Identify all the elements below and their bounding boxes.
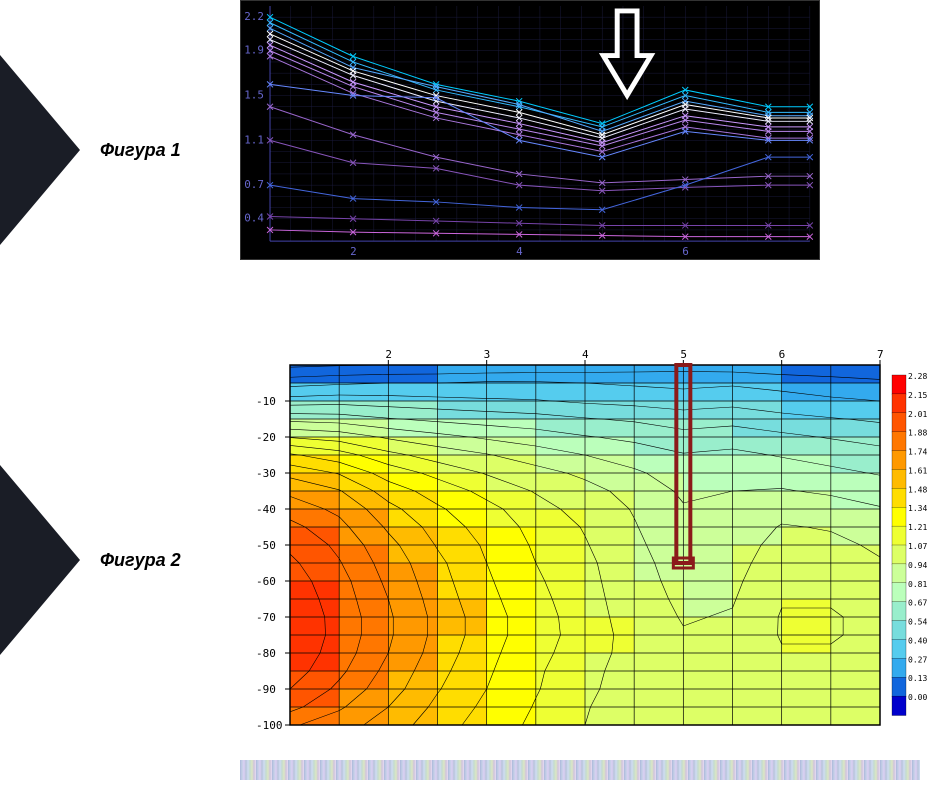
svg-text:0.27: 0.27	[908, 655, 927, 664]
svg-text:1.88: 1.88	[908, 429, 927, 438]
svg-text:2: 2	[350, 245, 357, 258]
svg-text:2.01: 2.01	[908, 410, 927, 419]
svg-text:-20: -20	[256, 431, 276, 444]
svg-text:5: 5	[680, 348, 687, 361]
svg-text:1.07: 1.07	[908, 542, 927, 551]
svg-text:-50: -50	[256, 539, 276, 552]
svg-text:1.9: 1.9	[244, 44, 264, 57]
svg-text:4: 4	[516, 245, 523, 258]
figure-1-svg: 2.2 1.9 1.5 1.1 0.7 0.4 2 4 6	[241, 1, 819, 259]
svg-text:0.13: 0.13	[908, 674, 927, 683]
svg-text:4: 4	[582, 348, 589, 361]
svg-text:-30: -30	[256, 467, 276, 480]
svg-text:2.28: 2.28	[908, 372, 927, 381]
svg-text:-100: -100	[256, 719, 283, 732]
svg-text:1.61: 1.61	[908, 466, 927, 475]
svg-text:1.5: 1.5	[244, 89, 264, 102]
svg-text:0.00: 0.00	[908, 693, 927, 702]
svg-text:1.21: 1.21	[908, 523, 927, 532]
svg-text:7: 7	[877, 348, 884, 361]
svg-text:1.1: 1.1	[244, 133, 264, 146]
pentagon-shape-2	[0, 465, 80, 655]
figure-2-chart: 2 3 4 5 6 7 -10 -20 -30 -40 -50 -60 -70 -80 -90 -100 2.2…	[240, 345, 940, 735]
svg-text:-40: -40	[256, 503, 276, 516]
figure-1-chart: 2.2 1.9 1.5 1.1 0.7 0.4 2 4 6	[240, 0, 820, 260]
svg-text:0.94: 0.94	[908, 561, 927, 570]
figure-1-label-block: Фигура 1	[0, 55, 215, 245]
svg-text:6: 6	[682, 245, 689, 258]
svg-text:0.54: 0.54	[908, 618, 927, 627]
svg-text:1.48: 1.48	[908, 485, 927, 494]
svg-text:1.74: 1.74	[908, 448, 927, 457]
figure-2-svg: 2 3 4 5 6 7 -10 -20 -30 -40 -50 -60 -70 -80 -90 -100 2.2…	[240, 345, 940, 735]
svg-text:2: 2	[385, 348, 392, 361]
svg-text:2.15: 2.15	[908, 391, 927, 400]
svg-text:-90: -90	[256, 683, 276, 696]
svg-text:0.7: 0.7	[244, 178, 264, 191]
svg-text:0.4: 0.4	[244, 212, 264, 225]
svg-text:-70: -70	[256, 611, 276, 624]
svg-text:2.2: 2.2	[244, 10, 264, 23]
noise-strip	[240, 760, 920, 780]
pentagon-shape-1	[0, 55, 80, 245]
svg-text:-80: -80	[256, 647, 276, 660]
figure-2-label-block: Фигура 2	[0, 465, 215, 655]
figure-2-caption: Фигура 2	[100, 550, 181, 571]
svg-text:3: 3	[484, 348, 491, 361]
svg-text:0.40: 0.40	[908, 636, 927, 645]
svg-text:6: 6	[779, 348, 786, 361]
svg-text:-10: -10	[256, 395, 276, 408]
svg-text:0.67: 0.67	[908, 599, 927, 608]
figure-1-caption: Фигура 1	[100, 140, 181, 161]
svg-text:-60: -60	[256, 575, 276, 588]
svg-text:1.34: 1.34	[908, 504, 927, 513]
svg-text:0.81: 0.81	[908, 580, 927, 589]
